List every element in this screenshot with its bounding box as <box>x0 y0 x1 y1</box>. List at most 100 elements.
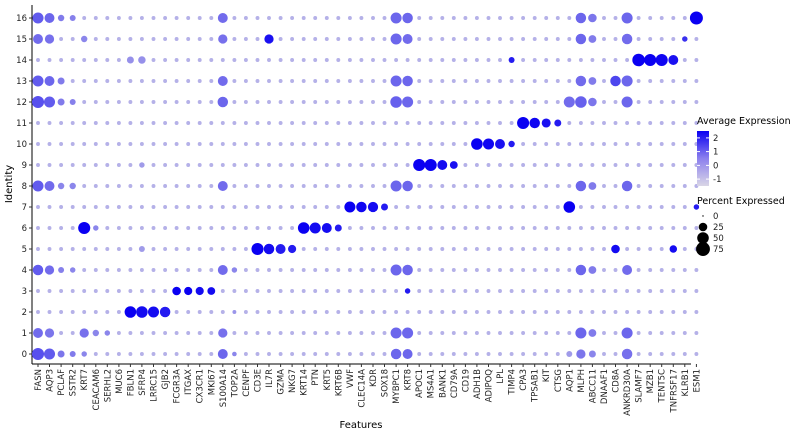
dot-aqp3-id-1 <box>44 328 55 338</box>
dot-adipoq-id-9 <box>486 163 491 167</box>
dot-fcgr3a-id-7 <box>174 205 179 209</box>
dot-krt7-id-13 <box>82 79 87 83</box>
dot-slamf7-id-1 <box>636 331 641 335</box>
dot-ms4a1-id-9 <box>424 158 437 172</box>
dot-serhl2-id-16 <box>105 16 110 20</box>
dot-cd8a-id-8 <box>613 184 618 188</box>
dot-aqp3-id-6 <box>47 226 52 230</box>
x-tick-label-il7r: IL7R <box>265 369 275 388</box>
dot-ptn-id-9 <box>313 163 318 167</box>
dot-mlph-id-16 <box>575 12 587 24</box>
dot-sfrp4-id-9 <box>139 162 145 168</box>
dot-timp4-id-12 <box>509 100 514 104</box>
dot-krt5-id-13 <box>324 79 329 83</box>
dot-mybpc1-id-1 <box>390 327 402 339</box>
dot-serhl2-id-6 <box>105 226 110 230</box>
dot-krt6b-id-9 <box>336 163 341 167</box>
dot-mki67-id-9 <box>209 163 214 167</box>
dot-cd8a-id-2 <box>613 310 618 314</box>
dot-cenpf-id-9 <box>243 163 248 167</box>
dot-cd19-id-14 <box>463 58 468 62</box>
dot-esm1-id-7 <box>693 204 700 210</box>
dot-gzma-id-13 <box>278 79 283 83</box>
dot-ceacam6-id-5 <box>93 247 98 251</box>
dot-tent5c-id-6 <box>659 226 664 230</box>
dot-kit-id-0 <box>544 352 549 356</box>
dot-krt5-id-4 <box>324 268 329 272</box>
dot-gjb2-id-14 <box>163 58 168 62</box>
dot-cd19-id-8 <box>463 184 468 188</box>
dot-pclaf-id-5 <box>59 247 64 251</box>
dot-krt6b-id-10 <box>336 142 341 146</box>
y-tick-label: 13 <box>16 77 27 87</box>
dot-krt8-id-7 <box>405 205 410 209</box>
dot-cd19-id-9 <box>463 163 468 167</box>
dot-top2a-id-0 <box>232 351 237 357</box>
dot-vwf-id-14 <box>347 58 352 62</box>
dot-sox18-id-3 <box>382 289 387 293</box>
dot-clec14a-id-3 <box>359 289 364 293</box>
dot-dnaaf1-id-8 <box>602 184 606 188</box>
x-tick-label-muc6: MUC6 <box>115 369 125 394</box>
dot-lrrc15-id-12 <box>151 100 156 104</box>
dot-krt6b-id-8 <box>336 184 341 188</box>
dot-cx3cr1-id-11 <box>197 121 202 125</box>
dot-gjb2-id-15 <box>163 37 168 41</box>
dot-mki67-id-16 <box>209 16 214 20</box>
dot-mzb1-id-4 <box>648 268 653 272</box>
dot-mki67-id-6 <box>209 226 214 230</box>
dot-muc6-id-9 <box>116 163 121 167</box>
dot-cd3e-id-14 <box>255 58 260 62</box>
dot-fbln1-id-16 <box>128 16 133 20</box>
dot-ceacam6-id-13 <box>93 79 98 83</box>
dot-aqp1-id-16 <box>567 16 572 20</box>
dot-sstr2-id-3 <box>70 289 75 293</box>
dot-ankrd30a-id-8 <box>621 180 633 192</box>
dot-il7r-id-14 <box>267 58 271 62</box>
dot-cd79a-id-13 <box>451 79 456 83</box>
dot-sfrp4-id-1 <box>139 331 144 335</box>
dot-tpsab1-id-1 <box>532 331 537 335</box>
dot-pclaf-id-10 <box>59 142 64 146</box>
dot-fcgr3a-id-10 <box>174 142 179 146</box>
x-tick-label-krt14: KRT14 <box>300 369 310 396</box>
dot-slamf7-id-16 <box>636 16 641 20</box>
dot-layer <box>31 11 703 361</box>
dot-esm1-id-6 <box>694 226 699 230</box>
dot-il7r-id-12 <box>267 100 271 104</box>
dot-gzma-id-9 <box>278 163 283 167</box>
dot-ms4a1-id-2 <box>428 310 433 314</box>
dot-serhl2-id-5 <box>105 247 110 251</box>
dot-dnaaf1-id-16 <box>602 16 606 20</box>
color-tick-label: 0 <box>713 161 718 171</box>
dot-krt5-id-15 <box>324 37 329 41</box>
y-tick-label: 6 <box>22 224 27 234</box>
dot-fasn-id-5 <box>36 247 40 251</box>
dot-klrb1-id-11 <box>682 121 687 125</box>
dot-fcgr3a-id-3 <box>172 286 181 296</box>
dot-adh1b-id-15 <box>474 37 479 41</box>
dot-ankrd30a-id-4 <box>622 265 633 275</box>
dot-adh1b-id-4 <box>474 268 479 272</box>
dot-adipoq-id-8 <box>486 184 491 188</box>
dot-pclaf-id-13 <box>57 77 65 85</box>
dot-cd8a-id-0 <box>613 352 618 356</box>
dot-ctsg-id-6 <box>555 226 560 230</box>
dot-nkg7-id-0 <box>290 352 295 356</box>
dot-slamf7-id-15 <box>636 37 641 41</box>
dot-tpsab1-id-11 <box>529 117 540 129</box>
dot-ptn-id-15 <box>313 37 318 41</box>
dot-sfrp4-id-12 <box>139 100 144 104</box>
dot-fbln1-id-5 <box>128 247 133 251</box>
x-tick-label-fbln1: FBLN1 <box>126 369 136 396</box>
color-legend-bar <box>697 131 709 186</box>
dot-serhl2-id-8 <box>105 184 110 188</box>
dot-ceacam6-id-3 <box>93 289 98 293</box>
x-tick-label-krt7: KRT7 <box>80 369 90 390</box>
dot-mki67-id-12 <box>209 100 214 104</box>
dot-timp4-id-14 <box>508 57 515 63</box>
dot-adh1b-id-9 <box>474 163 479 167</box>
dot-kdr-id-14 <box>371 58 375 62</box>
dot-krt5-id-14 <box>324 58 329 62</box>
dot-sox18-id-12 <box>382 100 387 104</box>
